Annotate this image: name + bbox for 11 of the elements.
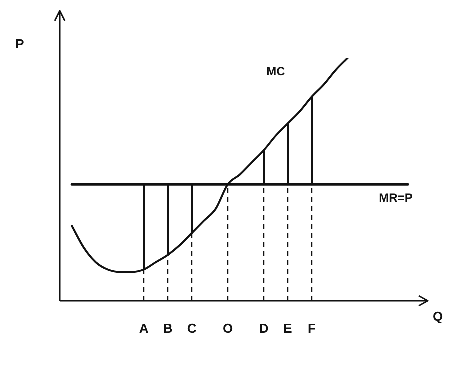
x-tick-label: D: [259, 320, 269, 336]
x-tick-label: C: [187, 320, 198, 336]
x-tick-label: B: [163, 320, 173, 336]
text: MC: [266, 64, 286, 78]
x-axis-title: Q: [432, 308, 444, 324]
x-tick-label: E: [284, 320, 293, 336]
x-tick-label: F: [308, 320, 316, 336]
y-axis-title: P: [16, 36, 25, 52]
x-tick-label: A: [139, 320, 150, 336]
x-tick-label: O: [222, 320, 234, 336]
series-label: MR=P: [379, 190, 413, 205]
